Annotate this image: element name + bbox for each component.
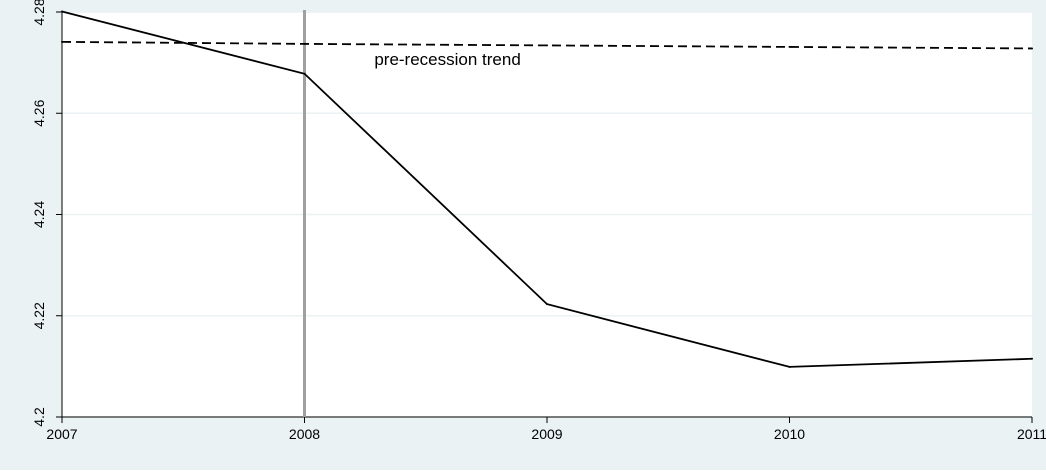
annotation-label-0: pre-recession trend [374, 50, 520, 69]
y-tick-label-3: 4.26 [31, 99, 47, 126]
series-1-point-0 [61, 40, 63, 43]
axes: 4.2 4.22 4.24 4.26 4.28 2007 2008 2009 2010 2011 [31, 0, 1046, 442]
x-tick-label-1: 2008 [289, 426, 320, 442]
series-0-point-4 [1031, 357, 1033, 360]
series-1-point-4 [1031, 47, 1033, 50]
series-0-point-2 [546, 303, 548, 306]
series-0-point-0 [61, 10, 63, 13]
series-1-point-1 [303, 42, 306, 45]
y-tick-label-2: 4.24 [31, 201, 47, 228]
annotations: pre-recession trend [374, 50, 520, 69]
y-tick-label-1: 4.22 [31, 302, 47, 329]
series-0-point-1 [303, 72, 306, 75]
x-tick-label-0: 2007 [46, 426, 77, 442]
y-tick-label-4: 4.28 [31, 0, 47, 26]
x-tick-label-2: 2009 [531, 426, 562, 442]
series-1-point-2 [546, 44, 548, 47]
x-tick-label-4: 2011 [1017, 426, 1046, 442]
series-1-line [61, 40, 1033, 50]
series-0-point-3 [788, 365, 791, 368]
series-1-point-3 [788, 45, 791, 48]
x-tick-label-3: 2010 [774, 426, 805, 442]
y-tick-label-0: 4.2 [31, 407, 47, 427]
series-layer [61, 10, 1033, 417]
